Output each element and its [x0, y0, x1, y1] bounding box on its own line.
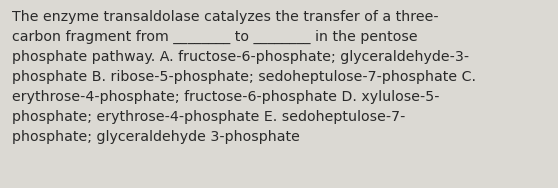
- Text: phosphate; glyceraldehyde 3-phosphate: phosphate; glyceraldehyde 3-phosphate: [12, 130, 300, 144]
- Text: carbon fragment from ________ to ________ in the pentose: carbon fragment from ________ to _______…: [12, 30, 417, 44]
- Text: phosphate B. ribose-5-phosphate; sedoheptulose-7-phosphate C.: phosphate B. ribose-5-phosphate; sedohep…: [12, 70, 476, 84]
- Text: The enzyme transaldolase catalyzes the transfer of a three-: The enzyme transaldolase catalyzes the t…: [12, 10, 439, 24]
- Text: erythrose-4-phosphate; fructose-6-phosphate D. xylulose-5-: erythrose-4-phosphate; fructose-6-phosph…: [12, 90, 440, 104]
- Text: phosphate; erythrose-4-phosphate E. sedoheptulose-7-: phosphate; erythrose-4-phosphate E. sedo…: [12, 110, 405, 124]
- Text: phosphate pathway. A. fructose-6-phosphate; glyceraldehyde-3-: phosphate pathway. A. fructose-6-phospha…: [12, 50, 469, 64]
